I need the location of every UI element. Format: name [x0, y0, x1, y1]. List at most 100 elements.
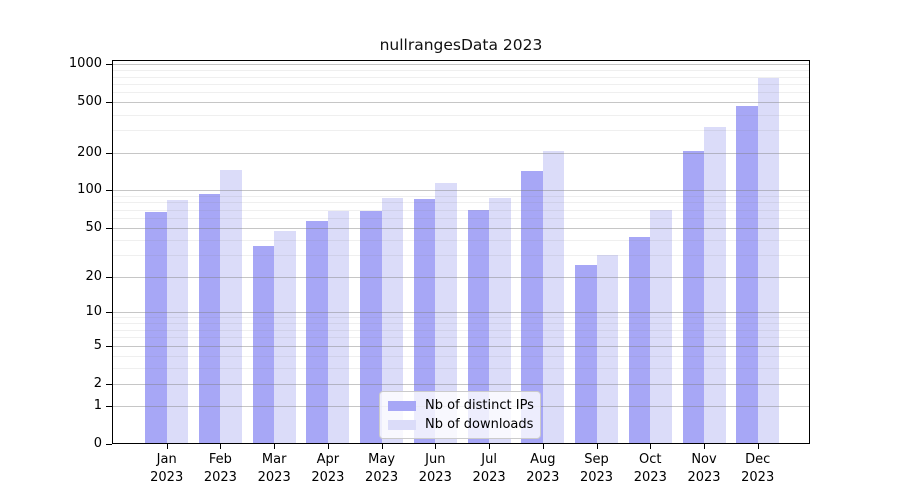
x-tick-mark: [381, 444, 383, 449]
major-gridline: [112, 190, 810, 192]
x-tick-mark: [327, 444, 329, 449]
bar-downloads-feb: [220, 169, 242, 444]
y-tick-label: 500: [77, 94, 102, 110]
bar-downloads-sep: [596, 255, 618, 444]
major-gridline: [112, 152, 810, 154]
bar-distinct-ips-jun: [413, 198, 436, 444]
minor-gridline: [112, 255, 810, 257]
bar-distinct-ips-apr: [306, 220, 328, 444]
minor-gridline: [112, 218, 810, 219]
bar-downloads-dec: [757, 78, 780, 444]
y-tick-label: 2: [93, 375, 102, 391]
y-tick-label: 0: [93, 436, 102, 451]
y-tick-mark: [106, 444, 112, 445]
y-tick-mark: [106, 190, 112, 192]
bar-distinct-ips-jan: [145, 212, 167, 444]
y-tick-label: 1: [93, 397, 102, 413]
x-tick-label-may: May 2023: [365, 452, 399, 485]
chart-title: nullrangesData 2023: [379, 36, 543, 54]
y-tick-mark: [106, 276, 112, 278]
minor-gridline: [112, 114, 810, 116]
bar-distinct-ips-feb: [198, 194, 221, 444]
legend-swatch-downloads-icon: [388, 419, 416, 430]
bar-downloads-may: [381, 197, 404, 444]
bar-downloads-mar: [274, 231, 296, 444]
y-tick-label: 100: [77, 182, 102, 198]
minor-gridline: [112, 92, 810, 94]
x-tick-label-dec: Dec 2023: [741, 452, 775, 485]
legend-swatch-distinct-ips-icon: [388, 400, 416, 411]
minor-gridline: [112, 130, 810, 132]
bar-distinct-ips-may: [360, 210, 382, 444]
bar-distinct-ips-aug: [521, 170, 543, 444]
minor-gridline: [112, 196, 810, 197]
bar-distinct-ips-nov: [682, 150, 704, 444]
x-tick-mark: [596, 444, 598, 449]
x-tick-label-mar: Mar 2023: [257, 452, 291, 485]
major-gridline: [112, 64, 810, 66]
minor-gridline: [112, 202, 810, 204]
major-gridline: [112, 345, 810, 347]
minor-gridline: [112, 209, 810, 211]
bar-distinct-ips-sep: [575, 264, 597, 444]
minor-gridline: [112, 83, 810, 85]
bar-downloads-apr: [327, 211, 350, 444]
bar-downloads-jul: [489, 197, 511, 444]
x-tick-label-jul: Jul 2023: [472, 452, 506, 485]
legend-item-distinct-ips: Nb of distinct IPs: [388, 398, 534, 413]
minor-gridline: [112, 70, 810, 71]
y-tick-mark: [106, 312, 112, 314]
minor-gridline: [112, 337, 810, 338]
bar-downloads-nov: [704, 126, 726, 444]
major-gridline: [112, 102, 810, 104]
legend-label-downloads: Nb of downloads: [425, 417, 534, 432]
bar-downloads-jun: [435, 182, 457, 444]
minor-gridline: [112, 239, 810, 241]
major-gridline: [112, 383, 810, 385]
x-tick-label-jan: Jan 2023: [150, 452, 184, 485]
minor-gridline: [112, 367, 810, 369]
x-tick-mark: [489, 444, 491, 449]
major-gridline: [112, 227, 810, 229]
y-tick-label: 200: [77, 144, 102, 160]
x-tick-mark: [166, 444, 168, 449]
y-tick-mark: [106, 102, 112, 104]
x-tick-label-jun: Jun 2023: [418, 452, 452, 485]
x-tick-mark: [542, 444, 544, 449]
y-tick-label: 5: [93, 337, 102, 353]
bar-distinct-ips-oct: [628, 237, 651, 444]
x-tick-mark: [220, 444, 222, 449]
minor-gridline: [112, 323, 810, 325]
major-gridline: [112, 276, 810, 278]
y-tick-mark: [106, 345, 112, 347]
minor-gridline: [112, 317, 810, 319]
x-tick-mark: [650, 444, 652, 449]
x-tick-label-nov: Nov 2023: [687, 452, 721, 485]
legend: Nb of distinct IPs Nb of downloads: [379, 391, 541, 439]
y-tick-mark: [106, 152, 112, 154]
y-tick-mark: [106, 383, 112, 385]
x-tick-mark: [274, 444, 276, 449]
y-tick-label: 50: [85, 219, 102, 235]
x-tick-label-aug: Aug 2023: [526, 452, 560, 485]
x-tick-label-oct: Oct 2023: [633, 452, 667, 485]
plot-area: [112, 60, 810, 444]
bar-distinct-ips-mar: [252, 245, 275, 444]
x-tick-mark: [435, 444, 437, 449]
legend-label-distinct-ips: Nb of distinct IPs: [425, 398, 534, 413]
x-tick-mark: [704, 444, 705, 449]
bar-downloads-oct: [650, 209, 672, 444]
minor-gridline: [112, 76, 810, 78]
bar-downloads-aug: [542, 150, 565, 444]
x-tick-label-sep: Sep 2023: [579, 452, 614, 485]
y-tick-mark: [106, 64, 112, 66]
bar-distinct-ips-dec: [736, 106, 758, 444]
y-tick-label: 1000: [68, 56, 102, 72]
x-tick-label-feb: Feb 2023: [203, 452, 237, 485]
minor-gridline: [112, 329, 810, 331]
x-tick-label-apr: Apr 2023: [311, 452, 345, 485]
y-tick-mark: [106, 405, 112, 407]
y-tick-mark: [106, 227, 112, 229]
x-tick-mark: [757, 444, 759, 449]
